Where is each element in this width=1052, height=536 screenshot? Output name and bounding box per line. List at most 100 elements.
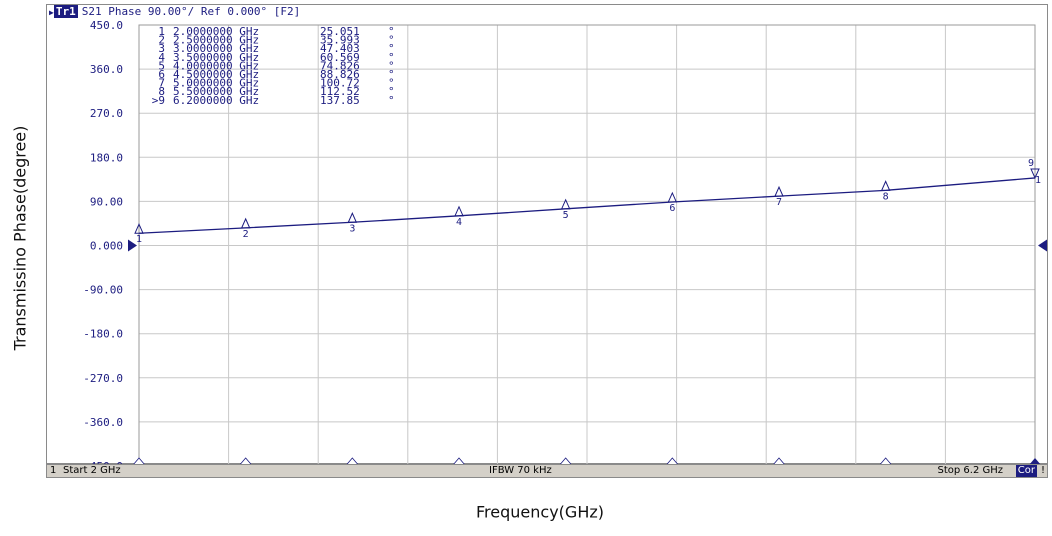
marker-7: 7: [774, 185, 784, 208]
trace-settings-text: S21 Phase 90.00°/ Ref 0.000° [F2]: [81, 5, 301, 18]
marker-1: 1: [134, 222, 144, 245]
marker-table-id: 4: [158, 51, 165, 64]
marker-table-unit: °: [388, 42, 395, 55]
marker-4: 4: [454, 205, 464, 228]
marker-number-label: 2: [243, 229, 249, 240]
y-tick-label: 360.0: [90, 63, 123, 76]
y-tick-label: 270.0: [90, 107, 123, 120]
marker-table-id: 3: [158, 42, 165, 55]
start-frequency[interactable]: Start 2 GHz: [63, 465, 121, 476]
marker-3: 3: [347, 212, 358, 234]
correction-badge[interactable]: Cor: [1015, 465, 1037, 477]
marker-table-unit: °: [388, 68, 395, 81]
axis-marker-icon: [132, 457, 146, 465]
y-tick-label: -90.00: [83, 284, 123, 297]
marker-table-value: 74.826: [320, 59, 360, 72]
marker-triangle-up-icon: [560, 198, 571, 210]
marker-table-id: 1: [158, 25, 165, 38]
ref-level-right-icon: [1038, 239, 1047, 252]
plot-frame: [138, 24, 1036, 465]
marker-table-frequency: 6.2000000 GHz: [173, 94, 259, 107]
y-tick-label: -270.0: [83, 372, 123, 385]
marker-table-value: 60.569: [320, 51, 360, 64]
axis-marker-icon: [879, 457, 893, 465]
marker-number-label: 9: [1028, 158, 1034, 169]
channel-number[interactable]: 1: [50, 465, 57, 476]
ref-level-left-icon: [128, 239, 137, 252]
marker-2: 2: [240, 217, 251, 240]
ifbw-label[interactable]: IFBW 70 kHz: [489, 465, 552, 476]
marker-number-label: 1: [136, 234, 142, 245]
marker-table-frequency: 5.5000000 GHz: [173, 85, 259, 98]
marker-number-label: 6: [669, 203, 675, 214]
marker-table-frequency: 3.5000000 GHz: [173, 51, 259, 64]
axis-marker-icon: [452, 457, 466, 465]
marker-table-value: 112.52: [320, 85, 360, 98]
marker-table-frequency: 5.0000000 GHz: [173, 77, 259, 90]
marker-table-unit: °: [388, 51, 395, 64]
marker-table-frequency: 3.0000000 GHz: [173, 42, 259, 55]
marker-table-unit: °: [388, 59, 395, 72]
y-tick-label: -450.0: [83, 460, 123, 465]
marker-table-unit: °: [388, 94, 395, 107]
axis-marker-icon: [772, 457, 786, 465]
marker-table-value: 88.826: [320, 68, 360, 81]
marker-table-value: 100.72: [320, 77, 360, 90]
marker-table-value: 25.051: [320, 25, 360, 38]
marker-table-unit: °: [388, 34, 395, 47]
axis-marker-active-icon: [1029, 458, 1041, 465]
marker-table-id: 7: [158, 77, 165, 90]
marker-table-value: 47.403: [320, 42, 360, 55]
y-tick-label: 180.0: [90, 151, 123, 164]
marker-table-value: 137.85: [320, 94, 360, 107]
marker-number-label: 1: [1035, 175, 1041, 186]
marker-table-id: >9: [152, 94, 165, 107]
marker-number-label: 3: [349, 223, 355, 234]
marker-number-label: 5: [563, 210, 569, 221]
status-bar: 1 Start 2 GHz IFBW 70 kHz Stop 6.2 GHz C…: [46, 464, 1048, 478]
marker-number-label: 7: [776, 197, 782, 208]
x-axis-label: Frequency(GHz): [476, 502, 604, 522]
marker-triangle-up-icon: [667, 191, 678, 203]
trace-id-badge[interactable]: Tr1: [53, 5, 78, 18]
y-tick-label: -180.0: [83, 328, 123, 341]
trace-active-triangle-icon: ▶: [49, 8, 54, 17]
marker-table-id: 6: [158, 68, 165, 81]
trace-header[interactable]: ▶ Tr1 S21 Phase 90.00°/ Ref 0.000° [F2]: [47, 5, 1047, 19]
marker-triangle-down-icon: [1030, 168, 1040, 180]
marker-8: 8: [880, 180, 891, 202]
marker-table-unit: °: [388, 77, 395, 90]
axis-marker-icon: [345, 457, 359, 465]
marker-triangle-up-icon: [347, 212, 358, 223]
marker-table-frequency: 4.0000000 GHz: [173, 59, 259, 72]
phase-plot[interactable]: 450.0 360.0 270.0 180.0 90.00 0.000 -90.00 -180…: [47, 5, 1049, 465]
y-axis-label: Transmissino Phase(degree): [10, 125, 30, 351]
y-tick-label: -360.0: [83, 416, 123, 429]
marker-6: 6: [667, 191, 678, 214]
y-tick-label: 0.000: [90, 240, 123, 253]
axis-marker-icon: [665, 457, 679, 465]
axis-marker-icon: [239, 457, 253, 465]
marker-table-frequency: 2.5000000 GHz: [173, 34, 259, 47]
marker-table-id: 2: [158, 34, 165, 47]
stop-frequency[interactable]: Stop 6.2 GHz: [937, 465, 1003, 476]
analyzer-display: ▶ Tr1 S21 Phase 90.00°/ Ref 0.000° [F2] 45…: [46, 4, 1049, 465]
axis-marker-icon: [559, 457, 573, 465]
marker-triangle-up-icon: [134, 222, 144, 234]
marker-table-id: 8: [158, 85, 165, 98]
marker-table-frequency: 2.0000000 GHz: [173, 25, 259, 38]
marker-table-id: 5: [158, 59, 165, 72]
marker-triangle-up-icon: [774, 185, 784, 197]
marker-table-frequency: 4.5000000 GHz: [173, 68, 259, 81]
marker-5: 5: [560, 198, 571, 221]
marker-table-value: 35.993: [320, 34, 360, 47]
marker-triangle-up-icon: [454, 205, 464, 217]
y-tick-label: 90.00: [90, 195, 123, 208]
marker-table-unit: °: [388, 25, 395, 38]
y-tick-label: 450.0: [90, 19, 123, 32]
marker-number-label: 8: [883, 191, 889, 202]
marker-triangle-up-icon: [880, 180, 891, 191]
marker-table-unit: °: [388, 85, 395, 98]
correction-warning: !: [1040, 465, 1045, 476]
marker-table: 1 2.0000000 GHz 25.051 ° 2 2.5000000 GHz 35.99…: [152, 25, 395, 107]
